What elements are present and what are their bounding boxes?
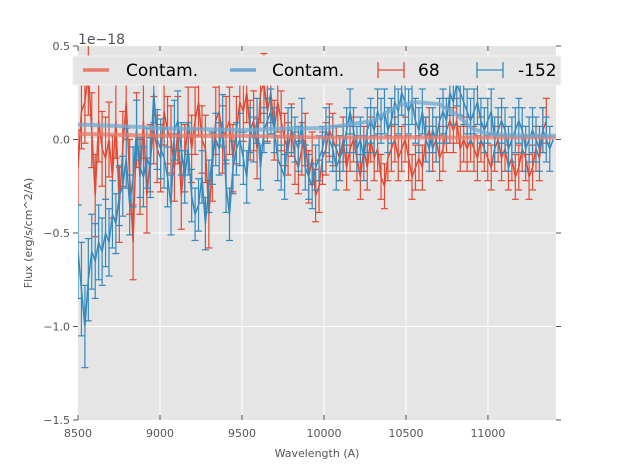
axes: 8500 9000 9500 10000 10500 11000 −1.5 −1.0 −0.5 0… xyxy=(43,40,561,440)
legend-label-2: 68 xyxy=(418,61,440,81)
legend-label-1: Contam. xyxy=(272,61,344,81)
legend-label-3: -152 xyxy=(518,61,557,81)
data-line xyxy=(78,73,548,243)
x-tick-label: 9000 xyxy=(146,427,174,440)
contam-line xyxy=(78,100,556,138)
data-layer xyxy=(78,46,556,369)
legend-label-0: Contam. xyxy=(126,61,198,81)
x-tick-label: 9500 xyxy=(228,427,256,440)
y-tick-label: −1.5 xyxy=(43,414,70,427)
x-axis-label: Wavelength (A) xyxy=(275,447,360,460)
y-tick-label: −0.5 xyxy=(43,227,70,240)
y-offset-label: 1e−18 xyxy=(78,32,125,48)
y-tick-label: 0.0 xyxy=(53,134,71,147)
series-2 xyxy=(78,131,556,140)
legend: Contam. Contam. 68 -152 xyxy=(72,55,562,86)
y-tick-label: −1.0 xyxy=(43,321,70,334)
y-tick-label: 0.5 xyxy=(53,40,71,53)
contam-line xyxy=(78,131,556,140)
x-tick-label: 11000 xyxy=(470,427,505,440)
x-tick-label: 10500 xyxy=(388,427,423,440)
data-line xyxy=(78,80,554,327)
series-0 xyxy=(78,46,550,281)
x-tick-label: 8500 xyxy=(64,427,92,440)
y-axis-label: Flux (erg/s/cm^2/A) xyxy=(22,178,35,288)
series-3 xyxy=(78,100,556,138)
x-tick-label: 10000 xyxy=(306,427,341,440)
